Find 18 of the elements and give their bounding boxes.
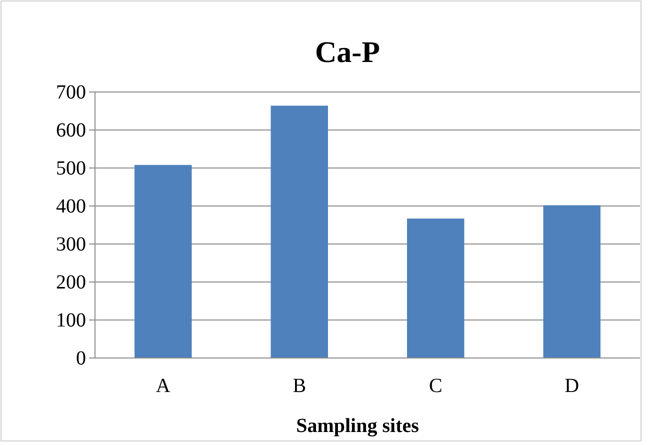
- x-tick-label: C: [428, 375, 442, 398]
- x-tick-label: B: [292, 375, 306, 398]
- y-tick-label: 700: [56, 81, 86, 104]
- x-axis-title: Sampling sites: [296, 415, 420, 437]
- y-tick-label: 400: [56, 195, 86, 218]
- x-tick-label: A: [156, 375, 171, 398]
- y-tick-label: 200: [56, 271, 86, 294]
- bar: [543, 205, 600, 358]
- bar: [407, 218, 464, 358]
- chart-title: Ca-P: [315, 36, 380, 69]
- y-tick-label: 600: [56, 119, 86, 142]
- bar: [134, 164, 192, 358]
- y-tick-label: 500: [56, 157, 86, 180]
- y-tick-label: 100: [56, 309, 86, 332]
- y-tick-label: 0: [76, 347, 86, 370]
- bar: [270, 106, 328, 358]
- y-tick-label: 300: [56, 233, 86, 256]
- x-tick-label: D: [564, 375, 580, 398]
